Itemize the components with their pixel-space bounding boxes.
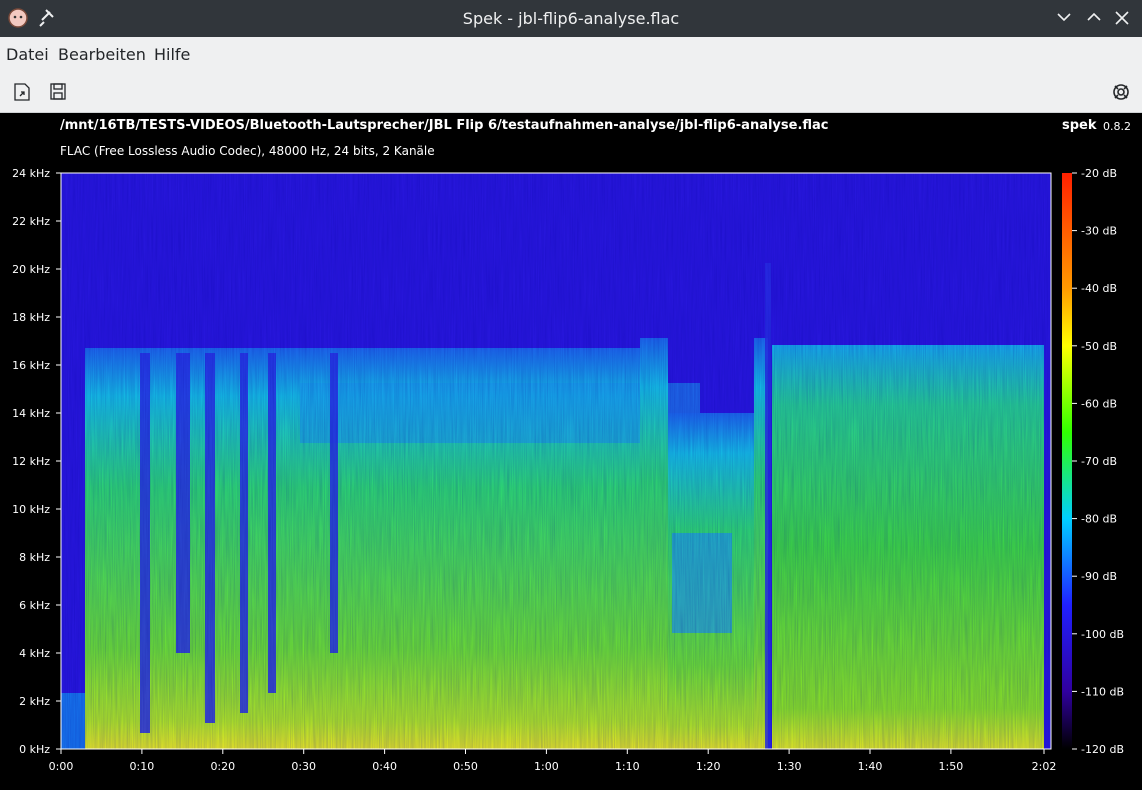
x-tick-label: 1:40: [858, 760, 883, 773]
x-tick-label: 1:20: [696, 760, 721, 773]
y-tick-label: 4 kHz: [19, 647, 50, 660]
level-tick-label: -40 dB: [1081, 282, 1117, 295]
menu-item[interactable]: Datei: [6, 45, 49, 64]
y-tick-label: 8 kHz: [19, 551, 50, 564]
x-tick-label: 1:30: [777, 760, 802, 773]
y-tick-label: 24 kHz: [12, 167, 50, 180]
file-path: /mnt/16TB/TESTS-VIDEOS/Bluetooth-Lautspr…: [60, 118, 829, 133]
y-tick-label: 22 kHz: [12, 215, 50, 228]
toolbar: [0, 72, 1142, 113]
level-tick-label: -60 dB: [1081, 397, 1117, 410]
level-tick-label: -100 dB: [1081, 628, 1124, 641]
app-name: spek: [1062, 118, 1097, 133]
x-tick-label: 0:40: [372, 760, 397, 773]
file-info: FLAC (Free Lossless Audio Codec), 48000 …: [60, 144, 435, 158]
level-tick-label: -20 dB: [1081, 167, 1117, 180]
y-tick-label: 14 kHz: [12, 407, 50, 420]
x-tick-label: 1:10: [615, 760, 640, 773]
level-tick-label: -120 dB: [1081, 743, 1124, 756]
x-tick-label: 1:50: [939, 760, 964, 773]
level-tick-label: -90 dB: [1081, 570, 1117, 583]
x-tick-label: 0:00: [49, 760, 74, 773]
spectrogram-view: /mnt/16TB/TESTS-VIDEOS/Bluetooth-Lautspr…: [12, 118, 1131, 773]
app-version: 0.8.2: [1103, 120, 1131, 133]
y-tick-label: 2 kHz: [19, 695, 50, 708]
menu-item[interactable]: Bearbeiten: [58, 45, 146, 64]
y-tick-label: 6 kHz: [19, 599, 50, 612]
y-tick-label: 20 kHz: [12, 263, 50, 276]
y-tick-label: 10 kHz: [12, 503, 50, 516]
spectrogram: [60, 172, 1052, 750]
help-button[interactable]: [1113, 84, 1129, 100]
level-tick-label: -70 dB: [1081, 455, 1117, 468]
toolbar-icons: [14, 83, 1129, 101]
level-tick-label: -80 dB: [1081, 513, 1117, 526]
y-tick-label: 12 kHz: [12, 455, 50, 468]
window-controls[interactable]: [1050, 0, 1142, 37]
title-bar: Spek - jbl-flip6-analyse.flac: [0, 0, 1142, 37]
x-tick-label: 1:00: [534, 760, 559, 773]
x-tick-label: 0:30: [291, 760, 316, 773]
y-tick-label: 18 kHz: [12, 311, 50, 324]
x-tick-label: 2:02: [1032, 760, 1057, 773]
x-tick-label: 0:50: [453, 760, 478, 773]
level-tick-label: -30 dB: [1081, 225, 1117, 238]
level-tick-label: -50 dB: [1081, 340, 1117, 353]
window-title: Spek - jbl-flip6-analyse.flac: [462, 9, 680, 28]
level-tick-label: -110 dB: [1081, 685, 1124, 698]
menu-bar: Datei Bearbeiten Hilfe: [0, 37, 1142, 72]
window-icons: [8, 8, 54, 28]
menu-item[interactable]: Hilfe: [154, 45, 191, 64]
y-tick-label: 0 kHz: [19, 743, 50, 756]
save-button[interactable]: [50, 83, 66, 100]
level-color-bar: [1062, 173, 1072, 749]
y-tick-label: 16 kHz: [12, 359, 50, 372]
open-button[interactable]: [14, 83, 30, 101]
x-tick-label: 0:10: [130, 760, 155, 773]
x-tick-label: 0:20: [210, 760, 235, 773]
